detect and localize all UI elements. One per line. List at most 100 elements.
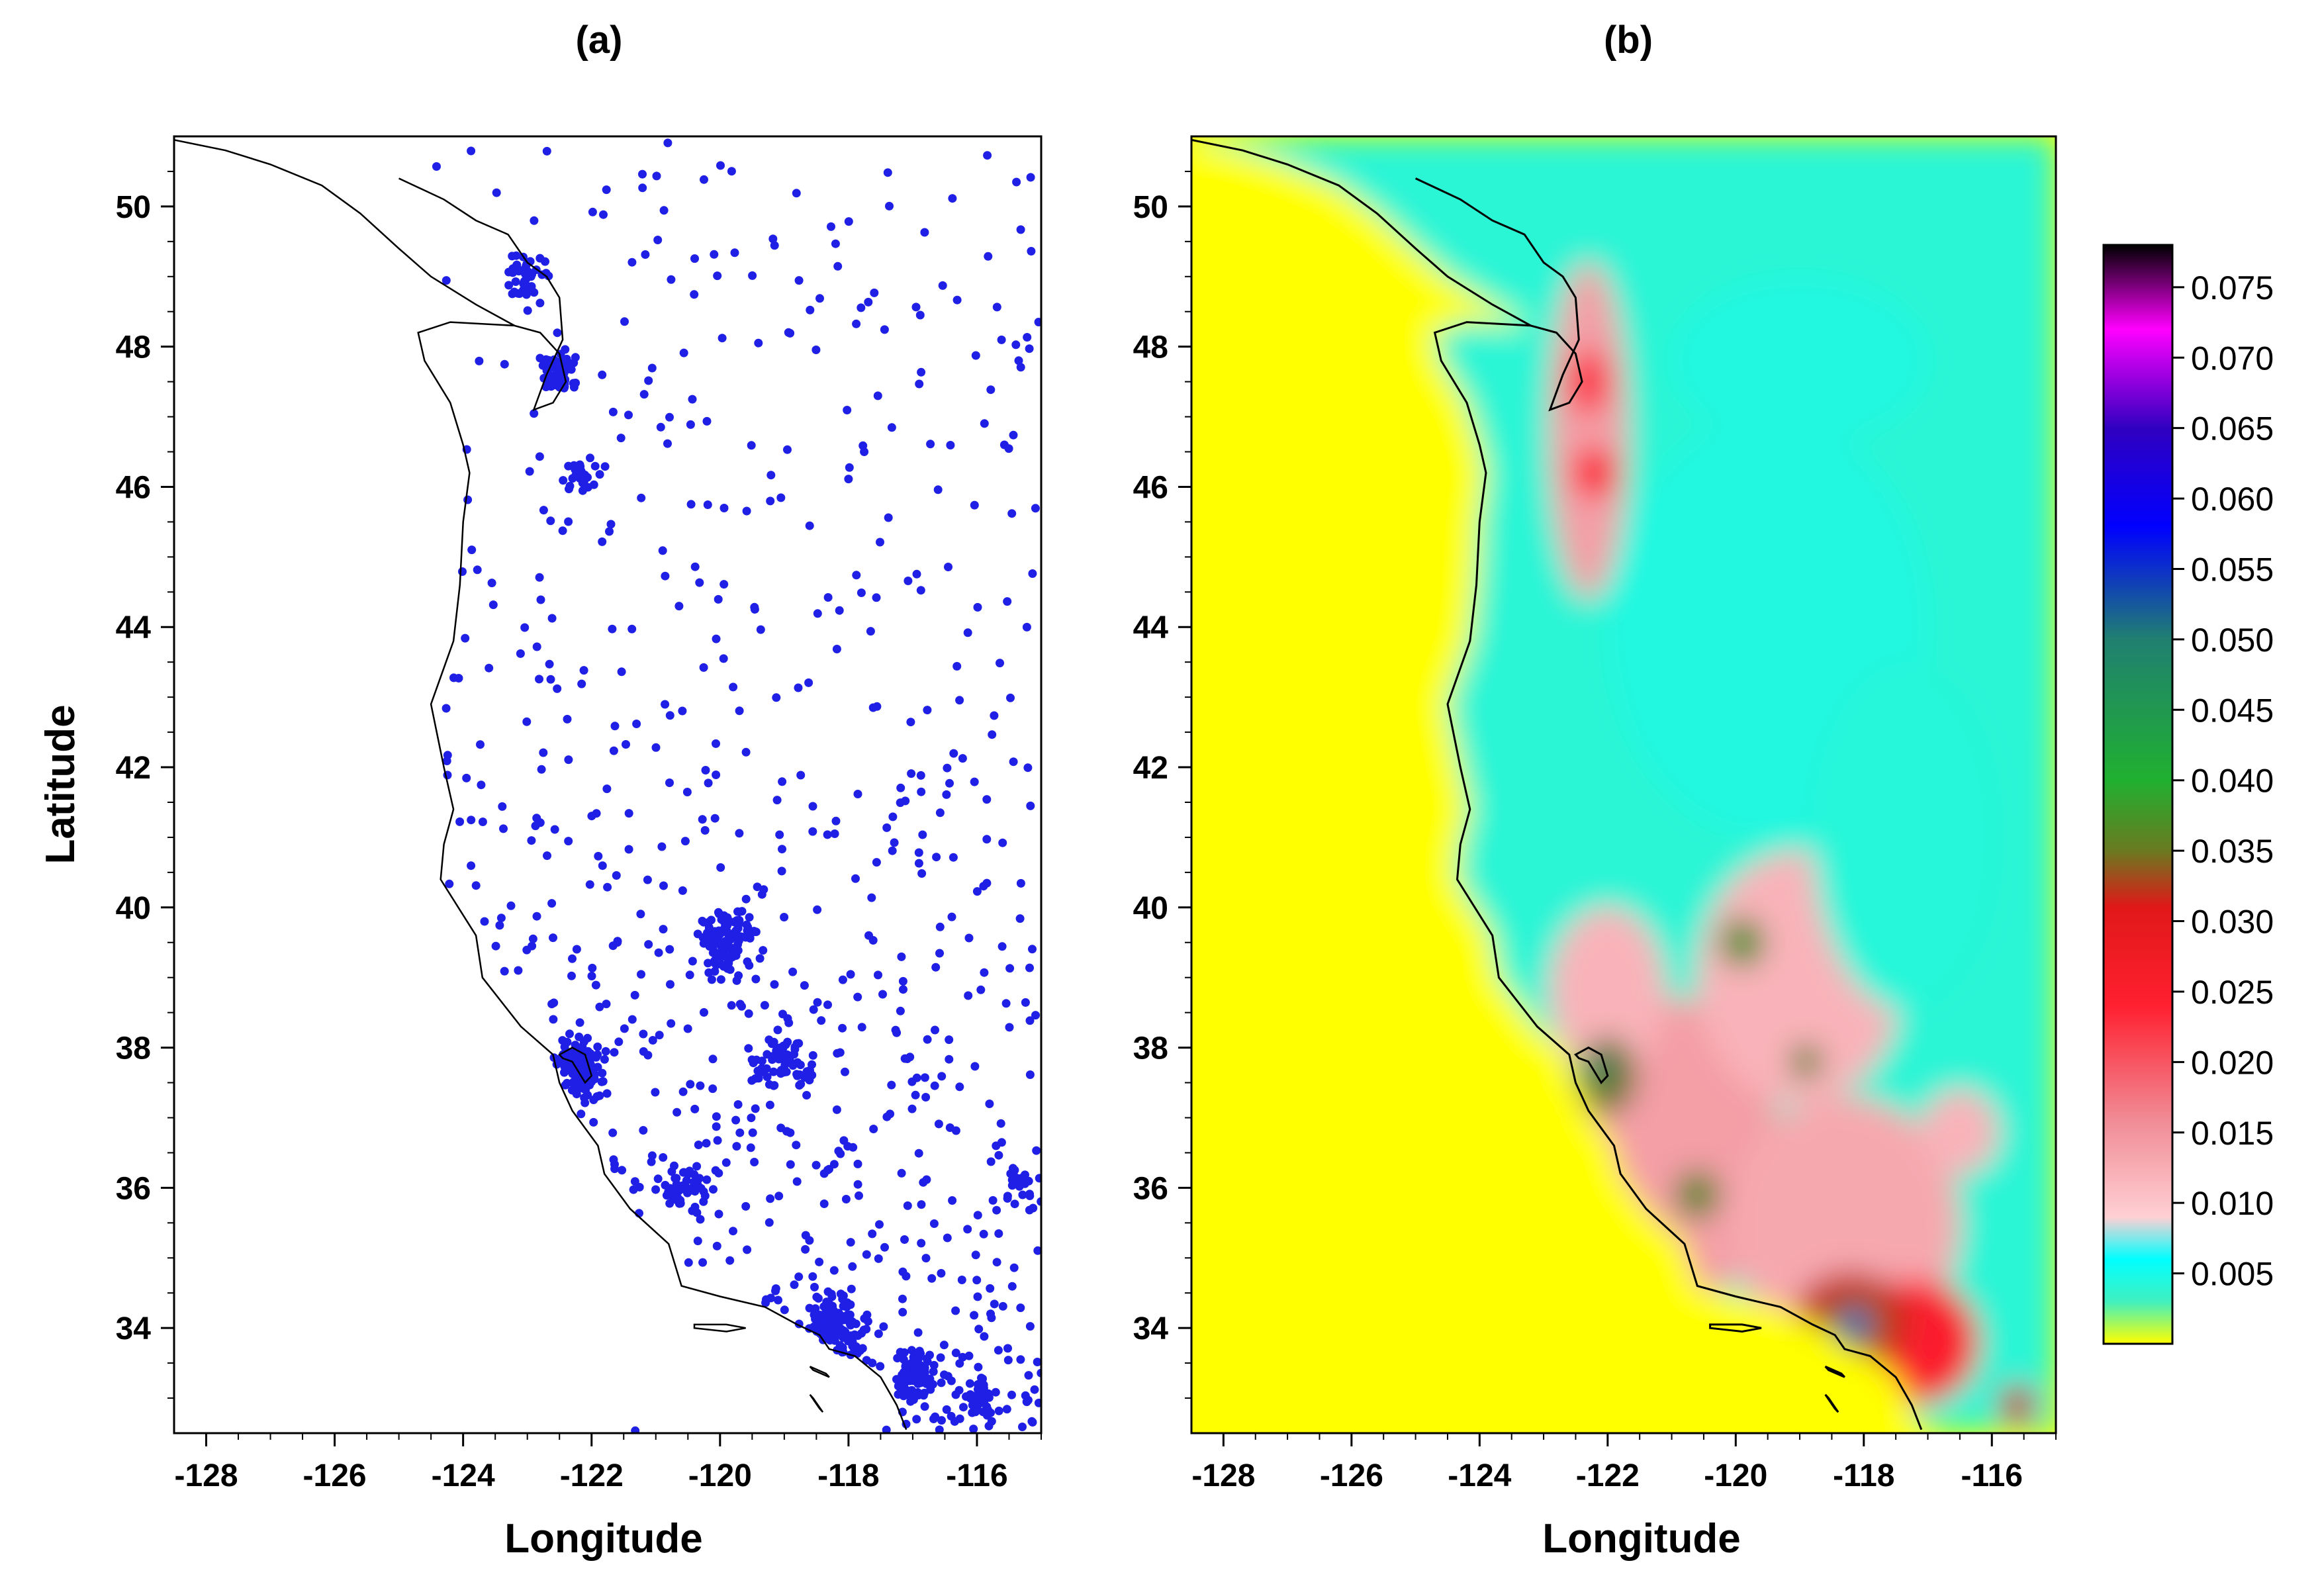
intensity-blob (1572, 448, 1618, 498)
station-point (445, 879, 454, 888)
station-point (730, 248, 739, 258)
station-point (1032, 1146, 1041, 1155)
station-point (794, 683, 803, 692)
station-point (1034, 318, 1041, 326)
station-point (661, 1180, 670, 1190)
station-point (467, 146, 476, 156)
station-point (708, 1055, 718, 1064)
station-point (602, 1000, 611, 1009)
panel-b-xlabel: Longitude (1542, 1516, 1741, 1562)
station-point (627, 1015, 637, 1024)
station-point (667, 275, 676, 284)
station-point (876, 538, 884, 547)
station-point (567, 971, 576, 980)
panel-a-title: (a) (576, 19, 623, 62)
station-point (718, 334, 727, 343)
station-point (690, 290, 699, 299)
station-point (661, 700, 670, 709)
station-point (974, 1362, 983, 1372)
station-point (559, 476, 568, 485)
station-point (719, 580, 729, 589)
station-point (914, 1374, 923, 1383)
inland-waterway-path (1415, 177, 1583, 412)
station-point (943, 763, 952, 773)
station-point (906, 718, 915, 727)
station-point (576, 1066, 584, 1075)
station-point (806, 305, 815, 314)
station-point (763, 1050, 772, 1059)
station-point (643, 875, 652, 884)
y-tick-label: 42 (116, 751, 151, 786)
station-point (516, 649, 525, 658)
station-point (780, 913, 789, 921)
station-point (900, 1054, 909, 1063)
station-point (1037, 1368, 1041, 1378)
station-point (830, 829, 839, 838)
station-point (815, 294, 824, 303)
station-point (1022, 622, 1031, 632)
station-point (733, 1100, 743, 1109)
station-point (583, 1033, 592, 1043)
intensity-blob (1921, 1090, 1998, 1174)
panel-a-coastline (174, 139, 907, 1431)
station-point (841, 1195, 851, 1203)
station-point (550, 825, 559, 834)
station-point (823, 1287, 833, 1296)
station-point (519, 279, 528, 289)
station-point (610, 1164, 620, 1174)
station-point (986, 1157, 996, 1166)
station-point (473, 565, 482, 575)
colorbar-tick-label: 0.070 (2191, 340, 2274, 377)
station-point (942, 790, 951, 799)
panel-a-axes: -128 -126 -124 -122 -120 -118 -116 34 36 38 40 42 44… (116, 135, 1043, 1493)
station-point (812, 1160, 821, 1170)
colorbar-tick-label: 0.030 (2191, 904, 2274, 941)
station-point (622, 740, 630, 749)
station-point (929, 1219, 939, 1228)
station-point (772, 693, 781, 702)
station-point (988, 730, 997, 739)
station-point (892, 1375, 901, 1384)
station-point (762, 1295, 770, 1304)
panel-b-coastline (1191, 138, 1923, 1431)
station-point (765, 1218, 774, 1227)
station-point (1025, 963, 1034, 972)
station-point (704, 959, 713, 968)
station-point (972, 887, 982, 896)
island-outline (809, 1366, 830, 1378)
station-point (770, 980, 779, 989)
station-point (700, 1008, 708, 1017)
station-point (936, 1353, 945, 1362)
station-point (656, 422, 665, 432)
station-point (778, 845, 786, 854)
station-point (480, 917, 489, 926)
station-point (880, 325, 889, 334)
station-point (659, 881, 668, 890)
station-point (578, 486, 587, 495)
station-point (998, 942, 1007, 951)
y-tick-label: 50 (1133, 190, 1168, 225)
station-point (1027, 1417, 1037, 1426)
station-point (692, 1162, 702, 1171)
station-point (598, 861, 607, 870)
station-point (575, 1032, 584, 1041)
station-point (698, 815, 707, 824)
station-point (725, 953, 735, 962)
colorbar-tick-label: 0.020 (2191, 1044, 2274, 1081)
station-point (855, 1346, 863, 1355)
colorbar-tick-label: 0.065 (2191, 410, 2274, 447)
station-point (688, 395, 697, 404)
station-point (673, 1107, 682, 1117)
station-point (890, 838, 899, 847)
station-point (608, 407, 618, 416)
station-point (1037, 1197, 1041, 1206)
station-point (766, 471, 776, 480)
station-point (641, 250, 650, 259)
station-point (882, 823, 892, 832)
station-point (813, 905, 822, 914)
station-point (935, 922, 945, 931)
station-point (757, 890, 766, 899)
station-point (756, 625, 765, 634)
station-point (786, 328, 795, 338)
station-point (817, 1323, 827, 1332)
